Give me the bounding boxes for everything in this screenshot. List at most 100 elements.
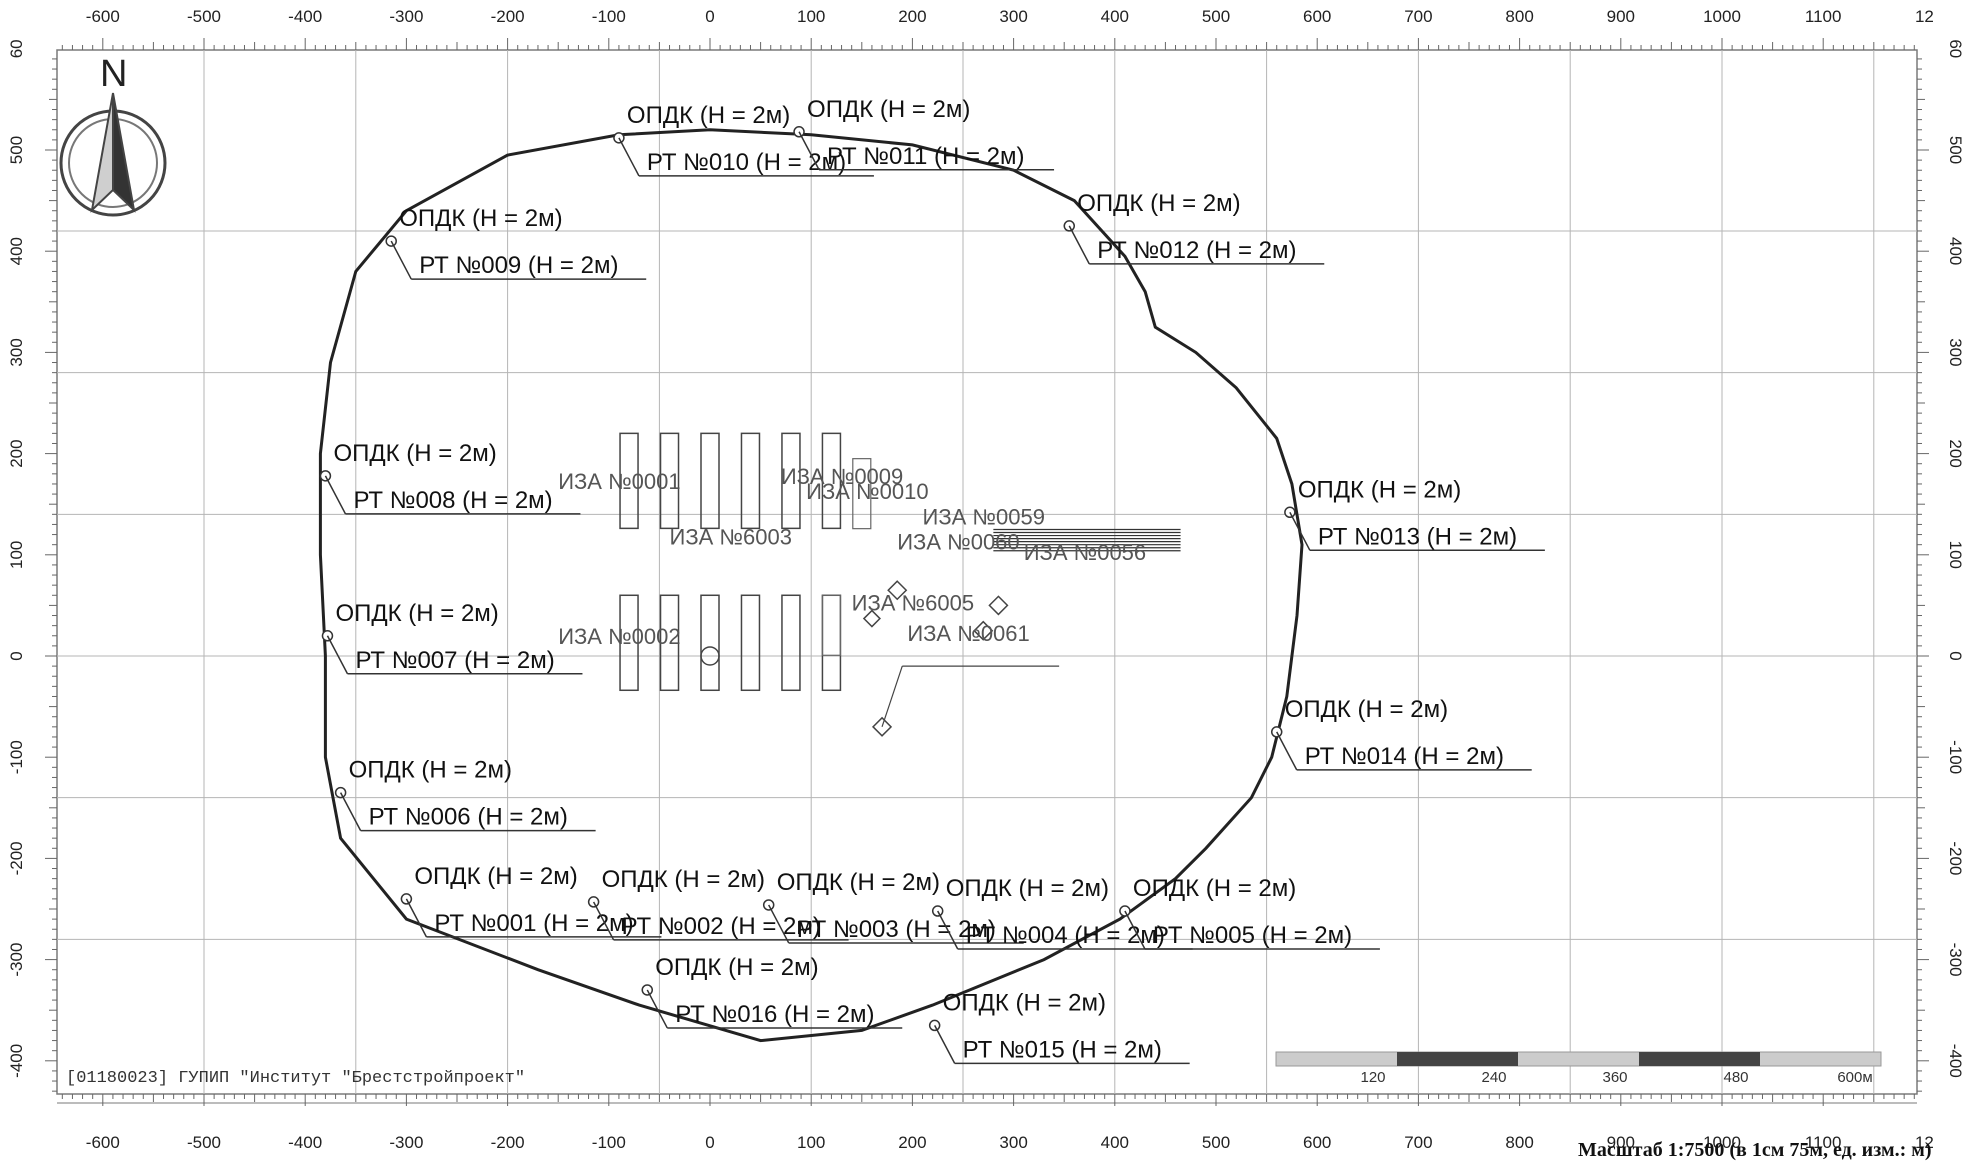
receptor-point: ОПДК (Н = 2м) РТ №011 (Н = 2м) [793, 96, 1055, 171]
scale-bar: 120 240 360 480 600м [1275, 1051, 1882, 1086]
receptor-code: ОПДК (Н = 2м) [627, 102, 790, 129]
receptor-code: ОПДК (Н = 2м) [414, 863, 577, 890]
receptor-point: ОПДК (Н = 2м) РТ №003 (Н = 2м) [762, 869, 1024, 944]
y-tick-label-right: 100 [1946, 541, 1965, 569]
receptor-code: ОПДК (Н = 2м) [943, 989, 1106, 1016]
x-tick-label-top: 0 [705, 7, 714, 26]
source-block [852, 458, 872, 530]
source-block [740, 594, 761, 692]
source-block [821, 594, 842, 692]
receptor-code: ОПДК (Н = 2м) [349, 757, 512, 784]
receptor-leader [798, 131, 820, 171]
source-marker [871, 716, 893, 737]
receptor-name: РТ №011 (Н = 2м) [827, 143, 1024, 170]
receptor-name: РТ №004 (Н = 2м) [966, 922, 1165, 949]
y-tick-label-right: -100 [1946, 740, 1965, 774]
receptor-leader [324, 475, 347, 515]
x-tick-label-top: 700 [1404, 7, 1432, 26]
source-label: ИЗА №0056 [1024, 540, 1146, 565]
receptor-code: ОПДК (Н = 2м) [399, 205, 562, 232]
y-tick-label-left: 200 [7, 439, 26, 467]
receptor-code: ОПДК (Н = 2м) [333, 440, 496, 467]
receptor-point: ОПДК (Н = 2м) РТ №015 (Н = 2м) [928, 989, 1190, 1065]
receptor-code: ОПДК (Н = 2м) [335, 600, 498, 627]
y-tick-label-right: 300 [1946, 338, 1965, 366]
y-tick-label-right: 500 [1946, 136, 1965, 164]
receptor-name: РТ №006 (Н = 2м) [369, 804, 568, 831]
receptor-leader [937, 910, 959, 950]
source-label: ИЗА №0009 [781, 464, 903, 489]
scale-bar-label: 360 [1602, 1069, 1627, 1086]
receptor-point: ОПДК (Н = 2м) РТ №006 (Н = 2м) [334, 757, 596, 832]
receptor-name: РТ №012 (Н = 2м) [1097, 237, 1296, 264]
source-block [781, 594, 801, 692]
receptor-leader [1276, 731, 1298, 771]
receptor-name: РТ №014 (Н = 2м) [1305, 743, 1504, 770]
receptor-leader [618, 137, 640, 177]
source-label: ИЗА №0060 [897, 530, 1019, 555]
source-block [821, 432, 842, 530]
receptor-code: ОПДК (Н = 2м) [1133, 875, 1296, 902]
receptor-name: РТ №007 (Н = 2м) [355, 647, 554, 674]
receptor-point: ОПДК (Н = 2м) РТ №014 (Н = 2м) [1270, 696, 1532, 771]
receptor-point: ОПДК (Н = 2м) РТ №013 (Н = 2м) [1284, 476, 1545, 552]
x-tick-label-top: -300 [389, 7, 423, 26]
receptor-point: ОПДК (Н = 2м) РТ №007 (Н = 2м) [321, 600, 583, 675]
x-tick-label-bottom: -100 [592, 1133, 626, 1152]
x-tick-label-bottom: -300 [389, 1133, 423, 1152]
receptor-name: РТ №003 (Н = 2м) [797, 916, 996, 943]
organization-stamp: [01180023] ГУПИП "Институт "Брестстройпр… [66, 1069, 525, 1088]
source-block [619, 594, 639, 692]
receptor-code: ОПДК (Н = 2м) [946, 875, 1109, 902]
receptor-name: РТ №008 (Н = 2м) [353, 487, 552, 514]
receptor-leader [592, 901, 615, 941]
receptor-name: РТ №002 (Н = 2м) [622, 913, 821, 940]
y-tick-label-right: 400 [1946, 237, 1965, 265]
receptor-points: ОПДК (Н = 2м)РТ №001 (Н = 2м)ОПДК (Н = 2… [319, 96, 1545, 1065]
receptor-point: ОПДК (Н = 2м) РТ №002 (Н = 2м) [587, 866, 849, 941]
y-tick-label-left: -300 [7, 943, 26, 977]
y-tick-label-left: -200 [7, 841, 26, 875]
x-tick-label-bottom: -600 [86, 1133, 120, 1152]
y-tick-label-left: 60 [7, 39, 26, 58]
x-tick-label-bottom: 12 [1915, 1133, 1934, 1152]
receptor-point: ОПДК (Н = 2м) РТ №010 (Н = 2м) [613, 102, 874, 177]
x-tick-label-top: 500 [1202, 7, 1230, 26]
receptor-leader [405, 898, 428, 938]
receptor-point: ОПДК (Н = 2м) РТ №001 (Н = 2м) [400, 863, 662, 938]
source-label: ИЗА №6005 [852, 590, 974, 615]
north-arrow: N [59, 53, 167, 217]
y-tick-label-right: 60 [1946, 39, 1965, 58]
x-tick-label-top: 600 [1303, 7, 1331, 26]
x-tick-label-bottom: 500 [1202, 1133, 1230, 1152]
source-label: ИЗА №0061 [907, 621, 1029, 646]
receptor-code: ОПДК (Н = 2м) [1298, 476, 1461, 503]
source-marker [862, 609, 881, 628]
receptor-point: ОПДК (Н = 2м) РТ №009 (Н = 2м) [385, 205, 647, 280]
x-tick-label-top: 400 [1101, 7, 1129, 26]
x-tick-label-top: -400 [288, 7, 322, 26]
y-tick-label-right: -400 [1946, 1044, 1965, 1078]
source-label: ИЗА №6003 [670, 525, 792, 550]
x-tick-label-bottom: -500 [187, 1133, 221, 1152]
source-block [659, 432, 680, 530]
x-tick-label-top: 100 [797, 7, 825, 26]
receptor-leader [326, 635, 349, 675]
y-tick-label-left: -400 [7, 1044, 26, 1078]
source-label: ИЗА №0002 [558, 624, 680, 649]
x-tick-label-top: -600 [86, 7, 120, 26]
receptor-name: РТ №009 (Н = 2м) [419, 252, 618, 279]
y-axis-right: -400 -300 -200 -100 0 100 200 300 400 500 60 [1917, 39, 1965, 1092]
x-tick-label-top: 1100 [1805, 7, 1842, 26]
receptor-code: ОПДК (Н = 2м) [655, 954, 818, 981]
y-tick-label-right: 200 [1946, 439, 1965, 467]
x-tick-label-bottom: 300 [999, 1133, 1027, 1152]
receptor-point: ОПДК (Н = 2м) РТ №016 (Н = 2м) [641, 954, 903, 1029]
source-block [700, 432, 720, 530]
x-tick-label-bottom: 200 [898, 1133, 926, 1152]
receptor-leader [768, 904, 790, 944]
x-tick-label-top: 800 [1505, 7, 1533, 26]
source-label: ИЗА №0010 [806, 479, 928, 504]
